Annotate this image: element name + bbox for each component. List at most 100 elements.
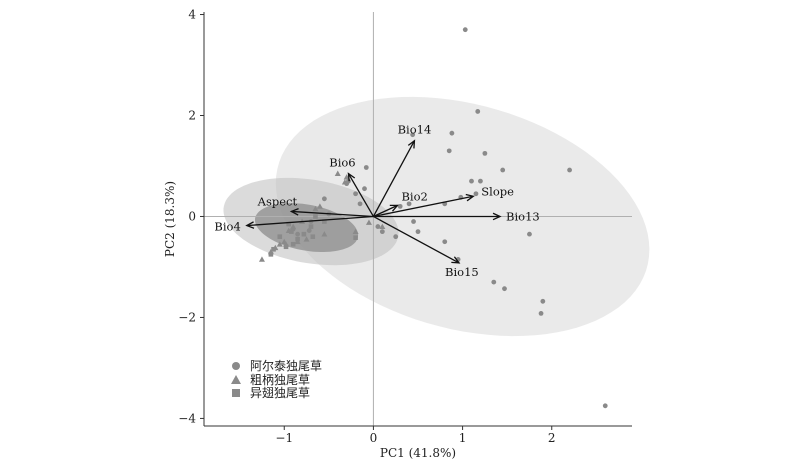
loading-arrows: Bio14 Bio6 Bio2 Slope Bio13 Bio15 Aspect Bio4 (214, 123, 539, 279)
loading-arrow-aspect (291, 210, 374, 218)
point-circle (353, 191, 358, 197)
loading-arrow-bio14 (372, 140, 416, 217)
legend-label-anomalus: 异翅独尾草 (250, 385, 310, 400)
point-square (290, 241, 296, 247)
point-circle (538, 311, 544, 316)
legend-label-crassipes: 粗柄独尾草 (250, 373, 310, 387)
loading-arrow-bio6 (347, 173, 374, 217)
point-square (295, 236, 300, 242)
point-circle (406, 201, 412, 207)
point-circle (357, 201, 363, 207)
point-circle (491, 279, 497, 285)
point-circle (475, 109, 481, 114)
x-tick-label: 0 (370, 431, 378, 445)
point-circle (363, 165, 369, 170)
point-square (301, 231, 307, 237)
point-triangle (258, 256, 265, 262)
point-square (286, 221, 292, 227)
loading-arrow-slope (373, 195, 474, 218)
point-circle (478, 178, 483, 184)
point-circle (306, 228, 312, 234)
point-circle (362, 186, 367, 192)
point-circle (375, 224, 381, 229)
loading-label-bio15: Bio15 (445, 265, 479, 279)
point-square (283, 244, 289, 250)
ellipse-3 (255, 203, 359, 252)
point-square (313, 214, 318, 219)
point-circle (379, 229, 385, 235)
point-triangle (341, 179, 348, 185)
point-circle (567, 167, 572, 173)
point-circle (602, 403, 608, 409)
point-circle (442, 239, 448, 245)
data-points (258, 27, 608, 409)
point-triangle (352, 228, 359, 235)
y-tick-label: −4 (178, 411, 196, 425)
point-triangle (303, 236, 310, 242)
y-tick-label: 4 (188, 8, 196, 22)
point-triangle (316, 203, 323, 209)
point-triangle (321, 231, 328, 237)
arrowhead-slope (465, 193, 475, 202)
point-circle (482, 150, 488, 156)
point-circle (502, 286, 507, 292)
point-circle (411, 219, 416, 224)
x-axis-title: PC1 (41.8%) (380, 446, 456, 460)
arrowhead-bio6 (347, 172, 356, 182)
point-square (289, 229, 294, 234)
point-square (308, 224, 314, 229)
point-square (322, 219, 327, 224)
y-axis-title: PC2 (18.3%) (163, 181, 177, 257)
legend: 阿尔泰独尾草 粗柄独尾草 异翅独尾草 (231, 358, 322, 400)
y-tick-label: 0 (188, 209, 196, 223)
arrowhead-bio14 (407, 139, 416, 149)
point-circle (527, 231, 532, 237)
x-tick-label: −1 (275, 431, 293, 445)
point-circle (321, 196, 327, 202)
point-square (277, 234, 283, 239)
point-triangle (312, 205, 319, 212)
point-triangle (290, 223, 297, 229)
loading-arrow-bio15 (373, 215, 460, 264)
point-triangle (379, 223, 386, 229)
point-circle (469, 178, 474, 184)
arrowhead-aspect (289, 208, 299, 216)
axes: −1 0 1 2 −4 −2 0 2 4 (178, 8, 632, 445)
loading-label-bio13: Bio13 (506, 209, 540, 223)
point-square (268, 252, 274, 257)
point-triangle (343, 174, 350, 180)
loading-arrow-bio2 (373, 204, 398, 218)
y-tick-label: −2 (178, 310, 196, 324)
legend-marker-triangle (231, 375, 241, 384)
legend-marker-circle (232, 362, 240, 370)
point-circle (410, 132, 416, 138)
x-tick-label: 1 (459, 431, 467, 445)
x-tick-label: 2 (548, 431, 556, 445)
point-square (310, 234, 316, 239)
point-triangle (334, 170, 341, 176)
arrowhead-bio13 (492, 212, 502, 221)
arrowhead-bio4 (245, 221, 255, 229)
point-circle (446, 148, 452, 154)
point-square (353, 235, 358, 240)
point-circle (462, 27, 468, 33)
loading-label-bio2: Bio2 (401, 189, 427, 203)
point-circle (500, 167, 506, 173)
point-circle (295, 231, 301, 237)
point-circle (540, 298, 546, 304)
loading-label-slope: Slope (481, 184, 514, 198)
loading-label-aspect: Aspect (257, 194, 298, 208)
point-circle (393, 234, 399, 240)
loading-label-bio6: Bio6 (329, 156, 355, 170)
point-circle (449, 130, 455, 136)
legend-marker-square (232, 389, 240, 397)
loading-label-bio4: Bio4 (214, 220, 240, 234)
loading-label-bio14: Bio14 (398, 123, 432, 137)
point-triangle (365, 219, 372, 225)
legend-label-altai: 阿尔泰独尾草 (250, 358, 322, 373)
point-circle (415, 229, 421, 235)
loading-arrow-bio4 (246, 215, 374, 227)
point-triangle (276, 241, 283, 247)
point-circle (473, 191, 479, 197)
